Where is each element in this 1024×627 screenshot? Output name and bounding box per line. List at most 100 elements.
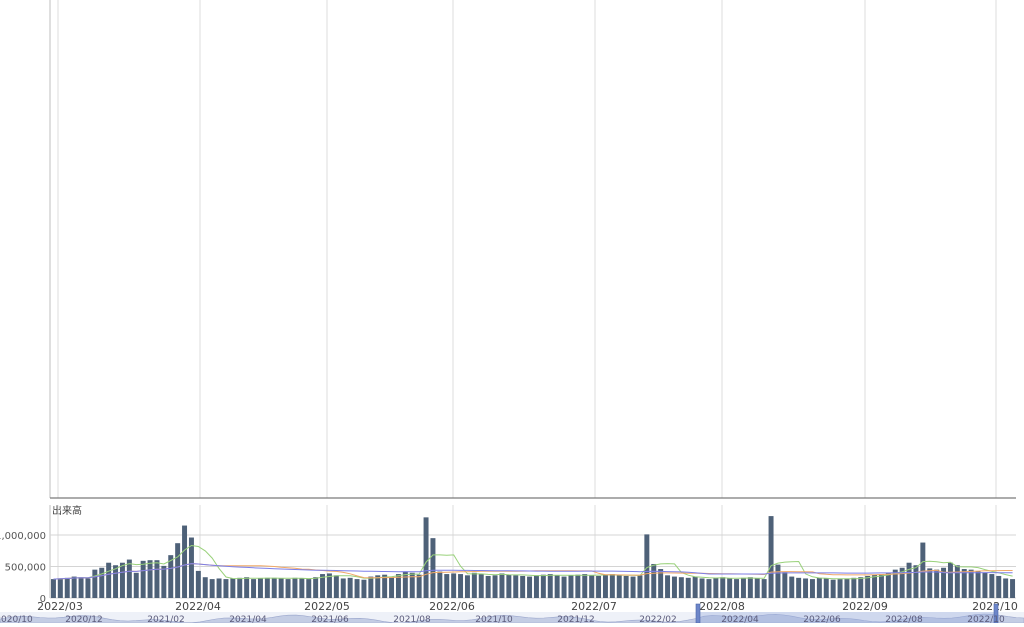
volume-moving-averages [53,544,1013,580]
volume-bar [513,575,519,598]
x-tick-label: 2022/03 [37,600,83,613]
volume-bar [803,578,809,598]
volume-bar [623,575,629,598]
volume-grid [49,505,1016,599]
navigator-left-handle[interactable] [695,603,701,624]
volume-bar [554,575,560,598]
volume-bar [727,578,733,598]
volume-bar [547,574,553,598]
volume-bar [671,576,677,598]
x-tick-label: 2022/09 [842,600,888,613]
volume-bar [658,569,664,598]
volume-bar [382,574,388,598]
navigator-tick-label: 2020/12 [65,615,102,623]
volume-bar [347,577,353,598]
volume-bar [809,579,815,598]
navigator-tick-label: 2021/04 [229,615,267,623]
volume-bar [202,577,208,598]
volume-bar [306,579,312,598]
volume-bar [858,577,864,598]
volume-bar [885,572,891,598]
volume-bar [326,573,332,598]
navigator-tick-label: 2021/10 [475,615,513,623]
volume-bar [865,575,871,598]
volume-bar [209,579,215,598]
volume-bar [264,577,270,598]
volume-bar [113,565,119,598]
volume-title: 出来高 [52,504,82,517]
volume-bar [665,575,671,598]
volume-bar [320,574,326,598]
volume-bar [168,555,174,598]
volume-bar [941,567,947,598]
volume-bar [609,574,615,598]
navigator-tick-label: 2021/08 [393,615,431,623]
volume-bar [520,575,526,598]
volume-y-tick-label: 500,000 [5,563,46,574]
volume-bar [292,577,298,598]
volume-bar [823,578,829,598]
volume-bar [106,562,112,598]
volume-bar [947,562,953,598]
volume-bar [485,575,491,598]
volume-bar [188,537,194,598]
volume-y-tick-label: 1,000,000 [0,531,46,542]
volume-bar [50,579,56,598]
volume-bar [161,565,167,598]
volume-bar [278,578,284,598]
navigator-tick-label: 2021/06 [311,615,349,623]
volume-bar [934,569,940,598]
volume-bar [147,560,153,598]
volume-bar [333,575,339,598]
volume-y-tick-label: 0 [40,594,46,605]
volume-bar [527,576,533,598]
volume-bar [430,538,436,598]
volume-bar [651,563,657,598]
navigator-tick-label: 2022/06 [803,615,841,623]
volume-bars [50,516,1016,598]
navigator-area [0,613,1024,624]
volume-bar [361,579,367,598]
volume-bar [713,577,719,598]
volume-bar [409,572,415,598]
volume-bar [251,579,257,598]
volume-bar [92,569,98,598]
x-tick-label: 2022/04 [175,600,221,613]
volume-bar [954,565,960,598]
volume-bar [644,534,650,598]
volume-bar [568,575,574,598]
volume-bar [961,569,967,598]
volume-bar [57,578,63,598]
navigator-selection[interactable] [698,612,996,623]
x-axis-ticks: 2022/03 2022/04 2022/05 2022/06 2022/07 2022/… [37,600,1018,613]
volume-bar [837,579,843,598]
x-tick-label: 2022/08 [699,600,745,613]
volume-bar [499,573,505,598]
volume-bar [154,560,160,598]
volume-bar [416,574,422,598]
volume-bar [78,577,84,598]
volume-bar [561,576,567,598]
volume-bar [968,569,974,598]
volume-bar [678,577,684,598]
navigator-tick-label: 2021/12 [557,615,594,623]
volume-bar [789,576,795,598]
navigator-tick-label: 2022/04 [721,615,759,623]
volume-bar [768,516,774,598]
volume-bar [140,560,146,598]
range-navigator[interactable]: 2020/10 2020/12 2021/02 2021/04 2021/06 2021/… [0,603,1024,625]
volume-bar [1010,579,1016,598]
volume-bar [906,562,912,598]
volume-bar [458,574,464,598]
volume-bar [85,578,91,598]
volume-bar [1003,578,1009,598]
volume-bar [402,571,408,598]
volume-bar [872,574,878,598]
volume-bar [761,579,767,598]
volume-bar [423,517,429,598]
volume-bar [533,575,539,598]
volume-bar [637,575,643,598]
volume-bar [996,575,1002,598]
